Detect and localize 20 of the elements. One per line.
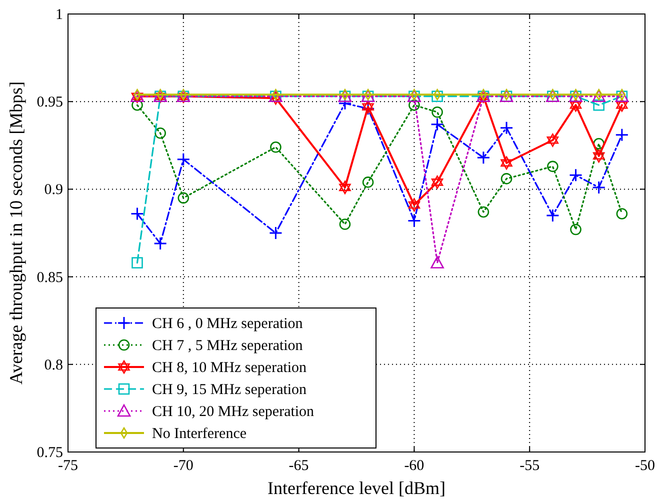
x-tick-label: -70	[173, 458, 194, 474]
x-tick-label: -65	[288, 458, 309, 474]
y-tick-label: 0.8	[44, 357, 63, 374]
x-tick-label: -75	[58, 458, 78, 474]
y-tick-label: 0.95	[36, 94, 63, 111]
legend-label: CH 9, 15 MHz seperation	[152, 382, 308, 398]
legend-label: No Interference	[152, 426, 247, 442]
y-tick-label: 0.85	[36, 270, 63, 286]
legend-label: CH 10, 20 MHz seperation	[152, 404, 315, 420]
x-tick-label: -60	[404, 458, 424, 474]
y-tick-label: 0.9	[44, 182, 63, 198]
legend-label: CH 6 , 0 MHz seperation	[152, 316, 304, 332]
y-tick-label: 0.75	[36, 445, 63, 461]
x-tick-label: -55	[520, 458, 540, 474]
x-axis-title: Interference level [dBm]	[268, 478, 446, 498]
legend-label: CH 7 , 5 MHz seperation	[152, 338, 304, 354]
y-tick-label: 1	[56, 7, 63, 23]
legend-label: CH 8, 10 MHz seperation	[152, 360, 308, 376]
x-tick-label: -50	[635, 458, 655, 474]
y-axis-title: Average throughput in 10 seconds [Mbps]	[6, 81, 26, 385]
